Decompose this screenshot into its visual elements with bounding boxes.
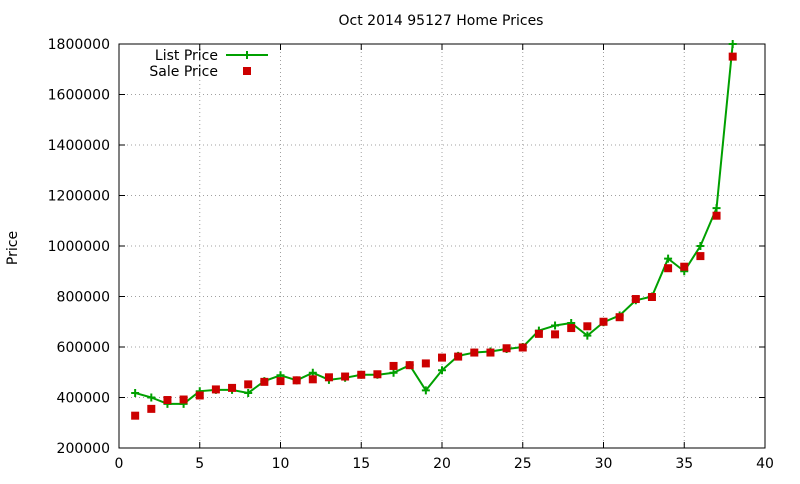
sale-price-point xyxy=(324,373,333,382)
y-axis-label: Price xyxy=(5,231,21,265)
sale-price-point xyxy=(357,370,366,379)
sale-price-point xyxy=(631,295,640,304)
x-tick-label: 15 xyxy=(352,456,370,472)
sale-price-point xyxy=(486,348,495,357)
sale-price-point xyxy=(502,344,511,353)
sale-price-point xyxy=(696,252,705,261)
series-sale-price xyxy=(131,52,737,420)
sale-price-point xyxy=(389,361,398,370)
y-tick-label: 400000 xyxy=(57,391,110,407)
sale-price-point xyxy=(664,264,673,273)
sale-price-point xyxy=(470,348,479,357)
sale-price-point xyxy=(534,329,543,338)
list-price-point xyxy=(551,321,560,330)
sale-price-point xyxy=(163,396,172,405)
y-tick-label: 600000 xyxy=(57,340,110,356)
sale-price-point xyxy=(680,262,689,271)
list-price-point xyxy=(712,204,721,213)
y-tick-label: 1000000 xyxy=(48,239,110,255)
sale-price-point xyxy=(147,404,156,413)
list-price-point xyxy=(696,242,705,250)
list-price-point xyxy=(664,254,673,263)
sale-price-point xyxy=(454,352,463,361)
x-tick-label: 25 xyxy=(514,456,532,472)
x-tick-label: 30 xyxy=(595,456,613,472)
sale-price-point xyxy=(131,411,140,420)
list-price-point xyxy=(583,331,592,340)
sale-price-point xyxy=(244,380,253,389)
sale-price-point xyxy=(615,313,624,322)
y-tick-label: 1200000 xyxy=(48,189,110,205)
list-price-point xyxy=(389,368,398,377)
sale-price-point xyxy=(421,359,430,368)
legend-label-sale-price: Sale Price xyxy=(149,64,218,80)
sale-price-point xyxy=(260,377,269,386)
sale-price-point xyxy=(551,330,560,339)
y-tick-label: 1600000 xyxy=(48,88,110,104)
list-price-point xyxy=(728,40,737,48)
sale-price-point xyxy=(647,293,656,302)
list-price-point xyxy=(131,388,140,397)
list-price-point xyxy=(421,386,430,395)
x-tick-label: 10 xyxy=(272,456,290,472)
legend-marker-list-price xyxy=(243,51,251,59)
sale-price-point xyxy=(599,317,608,326)
sale-price-point xyxy=(438,353,446,362)
series xyxy=(131,40,737,420)
sale-price-point xyxy=(308,375,317,384)
sale-price-point xyxy=(276,377,285,386)
sale-price-point xyxy=(228,383,237,392)
legend-label-list-price: List Price xyxy=(155,48,218,64)
sale-price-point xyxy=(373,370,382,379)
list-price-point xyxy=(147,393,156,402)
series-list-price xyxy=(131,40,737,408)
x-tick-label: 35 xyxy=(675,456,693,472)
y-tick-label: 1400000 xyxy=(48,138,110,154)
sale-price-point xyxy=(292,376,301,385)
x-tick-label: 0 xyxy=(115,456,124,472)
list-price-point xyxy=(438,366,446,375)
chart-title: Oct 2014 95127 Home Prices xyxy=(339,13,544,29)
legend-marker-sale-price xyxy=(243,67,251,75)
sale-price-point xyxy=(728,52,737,61)
list-price-point xyxy=(244,388,253,397)
y-tick-label: 800000 xyxy=(57,290,110,306)
sale-price-point xyxy=(518,343,527,352)
y-tick-label: 200000 xyxy=(57,441,110,457)
sale-price-point xyxy=(567,324,576,333)
list-price-line xyxy=(134,43,734,405)
sale-price-point xyxy=(211,385,220,394)
x-tick-label: 20 xyxy=(433,456,451,472)
sale-price-point xyxy=(341,372,350,381)
y-tick-label: 1800000 xyxy=(48,37,110,53)
x-tick-label: 40 xyxy=(756,456,774,472)
sale-price-point xyxy=(583,322,592,331)
sale-price-point xyxy=(179,395,188,404)
sale-price-point xyxy=(712,211,721,220)
sale-price-point xyxy=(195,391,204,400)
x-tick-label: 5 xyxy=(195,456,204,472)
axes: 0 5 10 15 20 25 30 35 40 200000 400000 600000 800000… xyxy=(48,37,774,472)
sale-price-point xyxy=(405,361,414,370)
